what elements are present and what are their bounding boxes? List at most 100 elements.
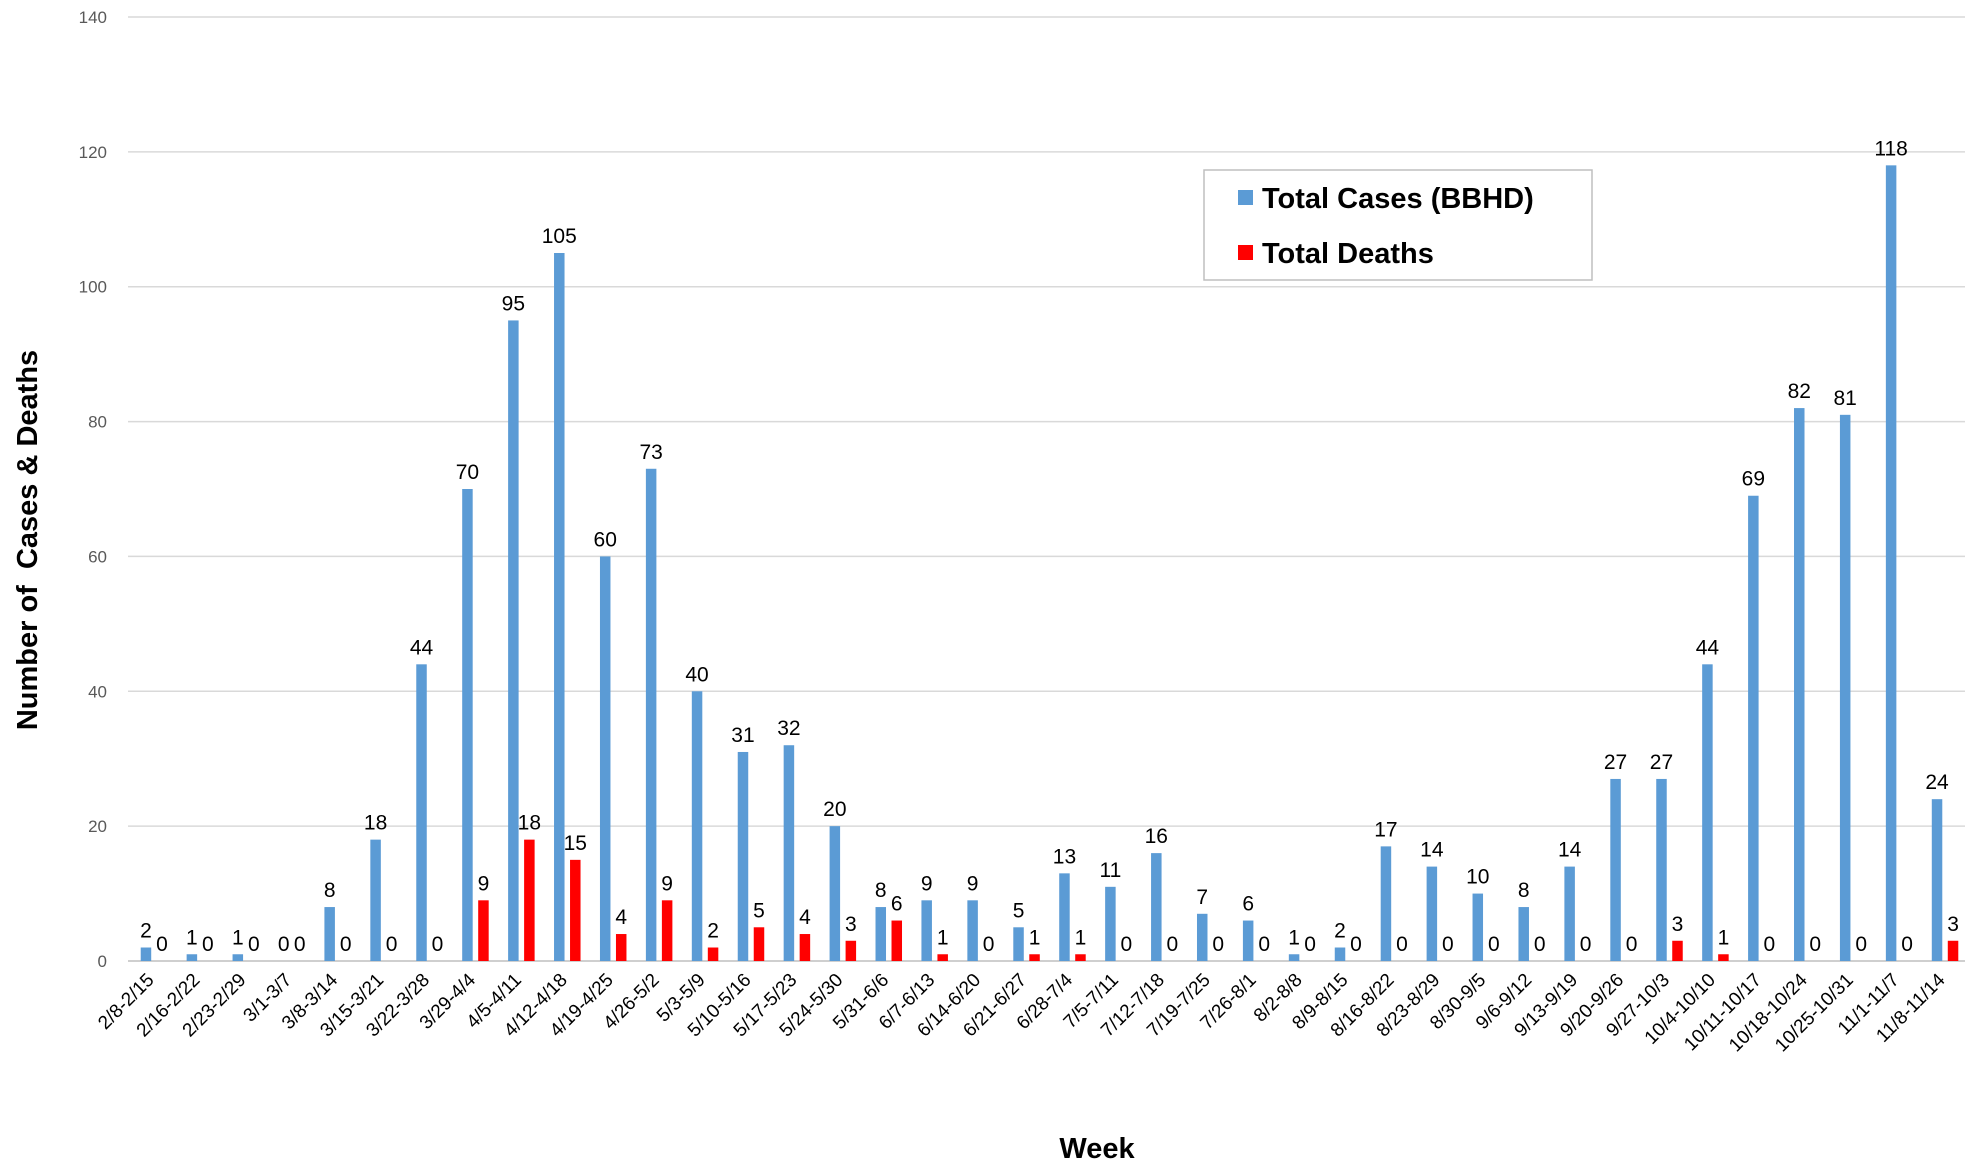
bar-cases (1059, 873, 1070, 961)
data-label-deaths: 0 (1166, 933, 1178, 956)
data-label-cases: 0 (278, 933, 290, 956)
data-label-cases: 13 (1053, 845, 1076, 868)
bar-deaths (524, 839, 535, 961)
legend: Total Cases (BBHD) Total Deaths (1203, 169, 1593, 281)
data-labels: 20 1 0 1 0 0 080180440709951810515604739402315… (140, 137, 1959, 956)
bar-deaths (753, 927, 765, 961)
bar-cases (1656, 778, 1667, 961)
bar-cases (1794, 408, 1805, 962)
legend-label-cases: Total Cases (BBHD) (1262, 183, 1534, 215)
data-label-deaths: 0 (1442, 933, 1454, 956)
bar-cases (921, 900, 932, 961)
data-label-deaths: 0 (1855, 933, 1867, 956)
bar-deaths (1672, 940, 1683, 961)
data-label-cases: 2 (140, 920, 152, 943)
y-tick-label: 0 (98, 952, 107, 971)
bar-cases (1380, 846, 1392, 961)
data-label-deaths: 9 (478, 872, 490, 895)
bar-cases (645, 468, 657, 961)
bar-deaths (1947, 940, 1959, 961)
bar-deaths (1718, 954, 1729, 961)
data-label-cases: 1 (186, 926, 198, 949)
bar-cases (1702, 664, 1713, 961)
bar-deaths (478, 900, 489, 961)
bar-cases (1151, 853, 1162, 961)
data-label-cases: 1 (232, 926, 244, 949)
y-tick-label: 40 (88, 682, 107, 701)
data-label-cases: 40 (685, 663, 708, 686)
data-label-cases: 5 (1013, 899, 1025, 922)
data-label-cases: 14 (1558, 839, 1582, 862)
bar-cases (1748, 495, 1759, 961)
data-label-cases: 9 (921, 872, 933, 895)
bar-cases (1839, 414, 1851, 961)
data-label-deaths: 3 (845, 913, 857, 936)
data-label-deaths: 0 (1212, 933, 1224, 956)
bar-cases (829, 826, 841, 961)
data-label-deaths: 0 (1258, 933, 1270, 956)
data-label-cases: 20 (823, 798, 846, 821)
data-label-deaths: 15 (564, 832, 587, 855)
bar-deaths (615, 934, 627, 961)
bar-cases (462, 489, 473, 961)
data-label-deaths: 4 (615, 906, 627, 929)
data-label-cases: 27 (1604, 751, 1627, 774)
data-label-cases: 95 (502, 292, 525, 315)
data-label-deaths: 4 (799, 906, 811, 929)
bars (140, 165, 1959, 962)
data-label-cases: 8 (875, 879, 887, 902)
bar-cases (1885, 165, 1897, 962)
y-tick-label: 80 (88, 413, 107, 432)
bar-cases (1105, 886, 1116, 961)
data-label-cases: 2 (1334, 920, 1346, 943)
data-label-deaths: 2 (707, 920, 719, 943)
bar-cases (1564, 866, 1575, 961)
data-label-cases: 73 (639, 441, 662, 464)
bar-cases (324, 907, 335, 961)
data-label-cases: 118 (1874, 137, 1907, 160)
y-tick-label: 140 (79, 8, 107, 27)
data-label-deaths: 0 (156, 933, 168, 956)
bar-cases (1931, 799, 1943, 961)
data-label-deaths: 1 (1075, 926, 1087, 949)
data-label-deaths: 0 (386, 933, 398, 956)
data-label-deaths: 0 (1304, 933, 1316, 956)
data-label-cases: 18 (364, 812, 387, 835)
bar-cases (1013, 927, 1024, 961)
data-label-cases: 8 (324, 879, 336, 902)
data-label-cases: 7 (1196, 886, 1208, 909)
y-tick-label: 20 (88, 817, 107, 836)
bar-cases (737, 751, 749, 961)
bar-deaths (891, 920, 903, 961)
data-label-deaths: 3 (1672, 913, 1684, 936)
data-label-deaths: 0 (1763, 933, 1775, 956)
bar-deaths (937, 954, 948, 961)
bar-cases (1610, 778, 1621, 961)
data-label-cases: 70 (456, 461, 479, 484)
data-label-deaths: 1 (1029, 926, 1041, 949)
y-tick-label: 100 (79, 278, 107, 297)
bar-cases (1472, 893, 1484, 961)
data-label-cases: 1 (1288, 926, 1300, 949)
data-label-cases: 16 (1145, 825, 1168, 848)
data-label-cases: 82 (1788, 380, 1811, 403)
data-label-deaths: 18 (518, 812, 541, 835)
data-label-cases: 44 (1696, 636, 1720, 659)
data-label-deaths: 9 (661, 872, 673, 895)
bar-cases (508, 320, 519, 961)
bar-cases (370, 839, 381, 961)
data-label-cases: 11 (1099, 859, 1121, 882)
bar-cases (783, 745, 795, 961)
bar-cases (1518, 907, 1529, 961)
bar-deaths (1029, 954, 1040, 961)
x-axis-title: Week (1059, 1133, 1135, 1165)
bar-cases (691, 691, 703, 961)
data-label-cases: 24 (1925, 771, 1949, 794)
legend-box (1203, 169, 1593, 281)
bar-cases (416, 664, 427, 961)
data-label-cases: 81 (1834, 387, 1857, 410)
bar-cases (1288, 954, 1300, 961)
data-label-deaths: 0 (248, 933, 260, 956)
data-label-cases: 44 (410, 636, 434, 659)
